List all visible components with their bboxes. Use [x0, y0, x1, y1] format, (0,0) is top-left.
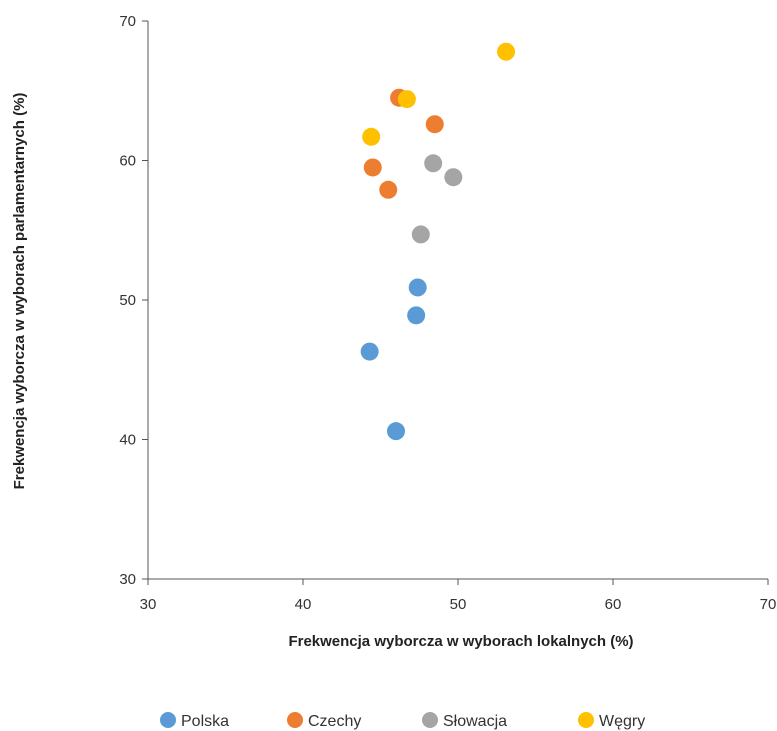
legend: Polska Czechy Słowacja Węgry [160, 712, 645, 730]
legend-label: Polska [181, 713, 229, 730]
y-tick-label: 50 [119, 292, 136, 309]
legend-item: Czechy [287, 712, 361, 730]
data-point [387, 422, 405, 441]
y-tick-label: 60 [119, 153, 136, 170]
y-tick-label: 40 [119, 432, 136, 449]
data-point [424, 154, 443, 173]
legend-item: Węgry [578, 712, 645, 730]
data-point [444, 168, 463, 187]
legend-marker [422, 712, 438, 728]
y-tick-label: 30 [119, 571, 136, 588]
x-tick-label: 70 [760, 596, 777, 613]
x-tick-label: 30 [140, 596, 157, 613]
legend-marker [287, 712, 303, 728]
data-point [397, 90, 416, 109]
data-point [363, 158, 382, 177]
data-point [408, 278, 427, 297]
y-axis-title: Frekwencja wyborcza w wyborach parlament… [11, 93, 28, 490]
data-point [360, 342, 379, 361]
data-point [425, 115, 444, 134]
legend-item: Polska [160, 712, 229, 730]
x-tick-label: 50 [450, 596, 467, 613]
x-tick-label: 60 [605, 596, 622, 613]
axes [147, 21, 768, 580]
legend-label: Węgry [599, 713, 645, 730]
legend-label: Czechy [308, 713, 361, 730]
data-point [497, 42, 516, 61]
data-point [379, 180, 398, 199]
data-point [407, 306, 426, 325]
x-axis-title: Frekwencja wyborcza w wyborach lokalnych… [288, 633, 633, 650]
data-points [360, 42, 516, 441]
legend-marker [160, 712, 176, 728]
legend-item: Słowacja [422, 712, 507, 730]
legend-marker [578, 712, 594, 728]
legend-label: Słowacja [443, 713, 507, 730]
data-point [362, 127, 381, 146]
ticks: 30 40 50 60 70 30 40 50 60 70 [119, 13, 776, 613]
x-tick-label: 40 [295, 596, 312, 613]
data-point [411, 225, 430, 244]
y-tick-label: 70 [119, 13, 136, 30]
